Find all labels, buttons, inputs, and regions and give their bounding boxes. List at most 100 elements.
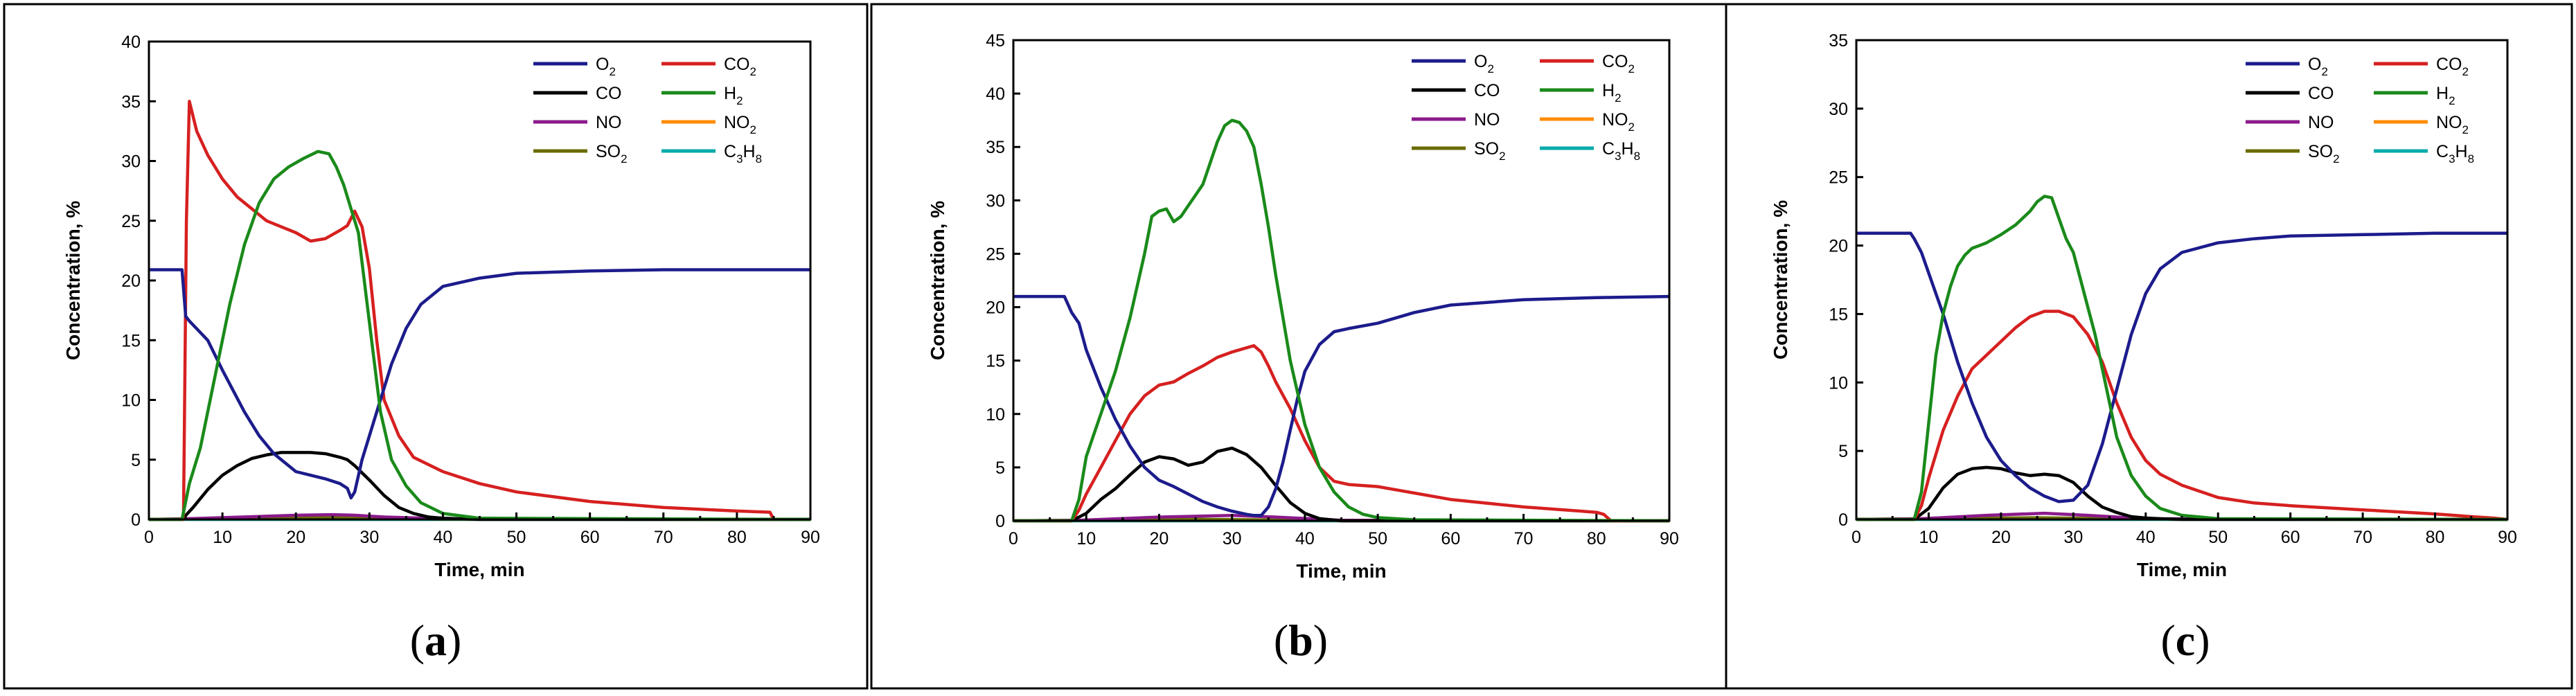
series-line-h2: [149, 150, 810, 521]
x-tick-label: 80: [1587, 529, 1606, 548]
legend-label-no2: NO2: [1602, 110, 1635, 134]
legend-label-o2: O2: [2308, 55, 2328, 78]
y-tick-label: 30: [986, 191, 1005, 211]
x-tick-label: 70: [1514, 529, 1534, 548]
x-tick-label: 60: [1441, 529, 1460, 548]
series-line-h2: [1856, 195, 2507, 521]
series-line-o2: [149, 268, 810, 500]
x-tick-label: 30: [1223, 529, 1242, 548]
chart-panel-b: 0 10 20 30 40 50 60 70 80 90 0 5 10 15 20 25 30 35 40 45 Tim…: [870, 3, 1727, 690]
legend-label-co2: CO2: [2436, 55, 2469, 78]
x-tick-label: 40: [2136, 528, 2156, 547]
y-tick-label: 40: [121, 33, 141, 52]
x-tick-label: 60: [2281, 528, 2300, 547]
x-tick-label: 10: [1919, 528, 1939, 547]
y-tick-label: 10: [1829, 373, 1848, 393]
y-tick-label: 35: [1829, 31, 1848, 51]
legend-label-so2: SO2: [596, 142, 628, 166]
y-tick-label: 30: [121, 152, 141, 172]
y-tick-label: 10: [121, 391, 141, 411]
series-line-co2: [1856, 310, 2507, 521]
x-tick-label: 20: [1150, 529, 1169, 548]
x-tick-label: 0: [1851, 528, 1861, 547]
y-tick-label: 15: [986, 352, 1005, 371]
series-lines: [1856, 195, 2507, 521]
series-line-co: [1856, 465, 2507, 521]
y-tick-label: 15: [1829, 305, 1848, 324]
panel-label: (c): [2160, 616, 2210, 665]
legend-label-co: CO: [2308, 84, 2334, 103]
legend-label-o2: O2: [596, 55, 616, 78]
chart-panel-a: 0 10 20 30 40 50 60 70 80 90 0 5 10 15 20 25 30 35 40 Time,…: [3, 3, 869, 690]
x-tick-label: 90: [801, 528, 820, 547]
legend-label-o2: O2: [1474, 52, 1494, 75]
x-tick-label: 70: [2353, 528, 2372, 547]
y-axis-label: Concentration, %: [927, 201, 948, 360]
x-tick-label: 40: [434, 528, 453, 547]
x-tick-label: 80: [727, 528, 747, 547]
y-tick-label: 0: [1838, 510, 1848, 530]
x-tick-label: 20: [286, 528, 305, 547]
y-tick-label: 40: [986, 84, 1005, 104]
legend-label-h2: H2: [2436, 84, 2455, 107]
legend-label-c3h8: C3H8: [2436, 142, 2474, 166]
y-tick-label: 20: [986, 298, 1005, 318]
panel-label: (b): [1274, 616, 1328, 665]
legend-label-no: NO: [1474, 110, 1500, 130]
panel-border: [870, 3, 1727, 690]
x-tick-label: 90: [2498, 528, 2517, 547]
x-tick-label: 10: [1076, 529, 1096, 548]
plot-area: [148, 40, 812, 521]
series-line-h2: [1013, 118, 1669, 523]
panel-border: [1725, 3, 2573, 690]
series-line-co: [1013, 446, 1669, 523]
x-tick-label: 50: [2208, 528, 2228, 547]
series-line-co2: [1013, 343, 1669, 523]
legend-label-no: NO: [2308, 113, 2334, 132]
x-tick-label: 0: [1009, 529, 1018, 548]
legend-label-no2: NO2: [724, 113, 756, 136]
y-tick-label: 25: [986, 244, 1005, 264]
x-tick-label: 10: [213, 528, 232, 547]
x-axis-label: Time, min: [1296, 560, 1386, 582]
x-tick-label: 0: [144, 528, 154, 547]
y-tick-label: 10: [986, 405, 1005, 425]
legend: O2 CO2 CO H2 NO NO2 SO2 C3H8: [2246, 55, 2474, 166]
legend-label-co: CO: [1474, 81, 1500, 100]
y-tick-label: 20: [121, 271, 141, 291]
y-tick-label: 0: [131, 510, 141, 530]
series-line-co: [149, 451, 810, 521]
legend-label-so2: SO2: [1474, 139, 1506, 163]
x-tick-label: 30: [2063, 528, 2083, 547]
legend: O2 CO2 CO H2 NO NO2 SO2 C3H8: [533, 55, 762, 166]
panel-border: [3, 3, 869, 690]
x-tick-label: 80: [2426, 528, 2445, 547]
legend-label-h2: H2: [724, 84, 743, 107]
series-line-o2: [1856, 231, 2507, 503]
x-tick-label: 50: [1368, 529, 1387, 548]
y-tick-label: 25: [121, 212, 141, 231]
legend-label-c3h8: C3H8: [1602, 139, 1640, 163]
y-tick-label: 0: [995, 512, 1005, 531]
series-line-no: [149, 512, 810, 521]
y-axis-label: Concentration, %: [1770, 200, 1791, 359]
legend-label-co: CO: [596, 84, 622, 103]
y-tick-label: 30: [1829, 100, 1848, 119]
legend-label-c3h8: C3H8: [724, 142, 762, 166]
chart-panel-c: 0 10 20 30 40 50 60 70 80 90 0 5 10 15 20 25 30 35 Time, m…: [1725, 3, 2573, 690]
y-tick-label: 5: [131, 451, 141, 470]
x-tick-label: 20: [1991, 528, 2011, 547]
legend: O2 CO2 CO H2 NO NO2 SO2 C3H8: [1412, 52, 1640, 163]
y-tick-label: 15: [121, 331, 141, 350]
x-tick-label: 60: [580, 528, 600, 547]
series-line-co2: [149, 100, 776, 521]
y-tick-label: 35: [121, 92, 141, 111]
legend-label-so2: SO2: [2308, 142, 2340, 166]
y-tick-label: 45: [986, 31, 1005, 51]
y-tick-label: 5: [1838, 442, 1848, 461]
series-lines: [149, 100, 810, 521]
x-tick-label: 30: [359, 528, 379, 547]
y-tick-label: 20: [1829, 237, 1848, 256]
y-axis-label: Concentration, %: [62, 201, 84, 360]
